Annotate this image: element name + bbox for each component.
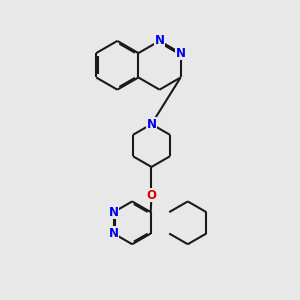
Text: N: N (109, 227, 118, 240)
Text: N: N (176, 46, 186, 60)
Text: N: N (154, 34, 164, 47)
Text: N: N (109, 206, 118, 219)
Text: O: O (146, 189, 157, 202)
Text: N: N (146, 118, 157, 130)
